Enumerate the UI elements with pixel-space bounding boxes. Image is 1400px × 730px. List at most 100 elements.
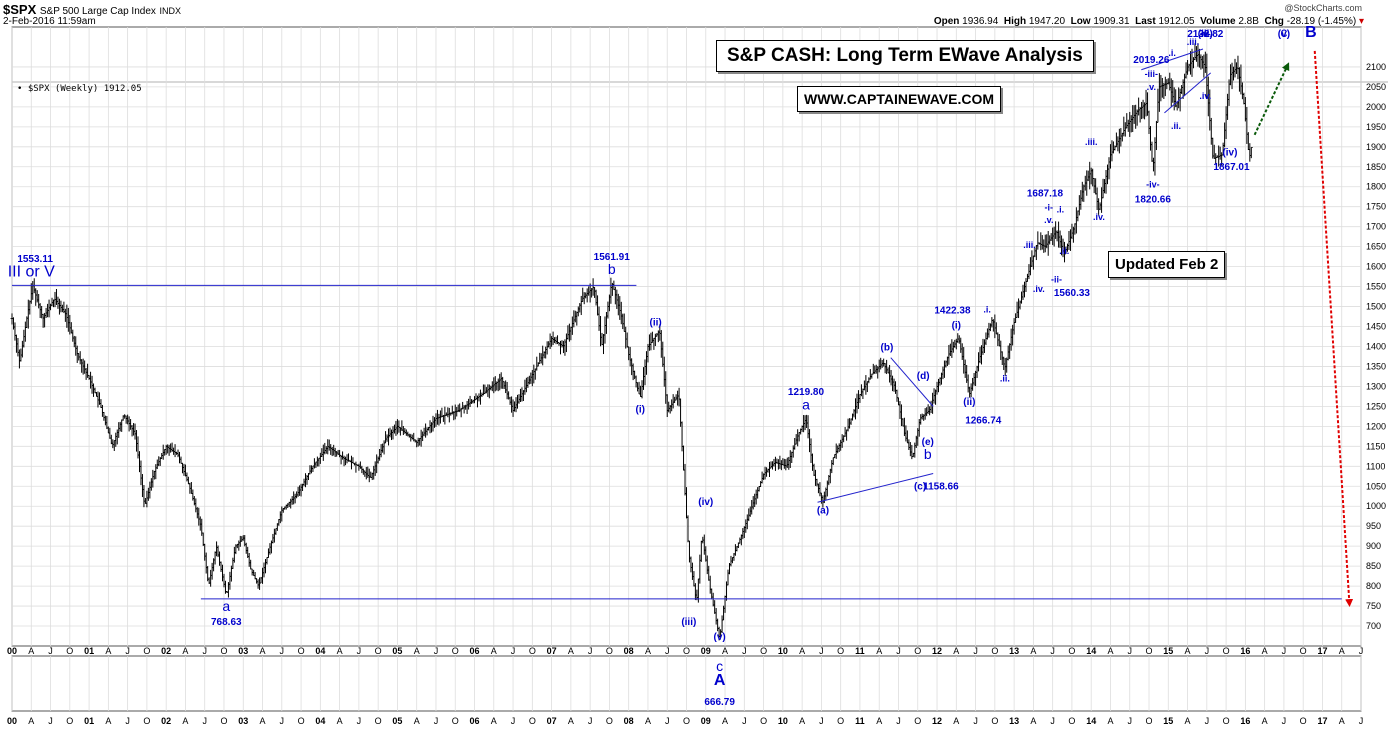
wave-label: .ii. bbox=[1059, 246, 1069, 256]
x-tick-label: J bbox=[896, 646, 901, 656]
x-tick-label: 15 bbox=[1163, 646, 1173, 656]
lower-x-tick-label: A bbox=[645, 716, 651, 726]
wave-label: (e) bbox=[922, 437, 934, 448]
lower-x-tick-label: A bbox=[1339, 716, 1345, 726]
wave-label: B bbox=[1305, 24, 1317, 41]
wedge-lower-line bbox=[1164, 72, 1212, 114]
analysis-title-box: S&P CASH: Long Term EWave Analysis bbox=[716, 40, 1094, 72]
wave-label: c bbox=[1280, 24, 1287, 40]
lower-x-tick-label: O bbox=[529, 716, 536, 726]
y-tick-label: 1750 bbox=[1366, 202, 1386, 212]
volume-value: 2.8B bbox=[1238, 16, 1259, 27]
y-tick-label: 1450 bbox=[1366, 322, 1386, 332]
x-tick-label: O bbox=[452, 646, 459, 656]
lower-x-tick-label: O bbox=[1068, 716, 1075, 726]
lower-x-tick-label: A bbox=[491, 716, 497, 726]
volume-label: Volume bbox=[1200, 16, 1236, 27]
lower-x-tick-label: J bbox=[973, 716, 978, 726]
wave-label: .i. bbox=[1057, 205, 1065, 215]
lower-x-tick-label: J bbox=[742, 716, 747, 726]
lower-x-tick-label: O bbox=[1300, 716, 1307, 726]
x-tick-label: O bbox=[683, 646, 690, 656]
wave-label: (iv) bbox=[1222, 148, 1237, 159]
x-tick-label: J bbox=[588, 646, 593, 656]
wave-label: (b) bbox=[881, 342, 894, 353]
lower-x-tick-label: O bbox=[914, 716, 921, 726]
y-tick-label: 1800 bbox=[1366, 182, 1386, 192]
x-tick-label: A bbox=[876, 646, 882, 656]
lower-x-tick-label: J bbox=[1050, 716, 1055, 726]
wave-label: -iv- bbox=[1146, 180, 1160, 190]
y-tick-label: 2050 bbox=[1366, 82, 1386, 92]
y-tick-label: 800 bbox=[1366, 581, 1381, 591]
x-tick-label: J bbox=[973, 646, 978, 656]
updated-box: Updated Feb 2 bbox=[1108, 251, 1226, 278]
y-tick-label: 1500 bbox=[1366, 302, 1386, 312]
y-tick-label: 900 bbox=[1366, 541, 1381, 551]
x-tick-label: A bbox=[722, 646, 728, 656]
x-tick-label: 13 bbox=[1009, 646, 1019, 656]
projection-up-arrow bbox=[1253, 62, 1290, 136]
x-tick-label: A bbox=[260, 646, 266, 656]
wave-label: 768.63 bbox=[211, 617, 242, 628]
wave-label: (ii) bbox=[963, 397, 975, 408]
x-tick-label: J bbox=[1050, 646, 1055, 656]
wave-label: a bbox=[222, 598, 230, 614]
lower-x-tick-label: O bbox=[143, 716, 150, 726]
x-tick-label: A bbox=[491, 646, 497, 656]
lower-x-tick-label: O bbox=[760, 716, 767, 726]
x-tick-label: J bbox=[665, 646, 670, 656]
wave-label: .ii. bbox=[1171, 121, 1181, 131]
wave-label: 1422.38 bbox=[934, 306, 971, 317]
x-tick-label: J bbox=[202, 646, 207, 656]
wave-label: 1820.66 bbox=[1135, 195, 1172, 206]
wave-label: .iii. bbox=[1023, 240, 1036, 250]
x-tick-label: O bbox=[1068, 646, 1075, 656]
lower-x-tick-label: O bbox=[1146, 716, 1153, 726]
x-tick-label: J bbox=[1205, 646, 1210, 656]
lower-x-tick-label: 09 bbox=[701, 716, 711, 726]
lower-x-tick-label: 11 bbox=[855, 716, 865, 726]
wave-label: (c) bbox=[914, 481, 926, 492]
y-tick-label: 1150 bbox=[1366, 441, 1385, 451]
lower-x-tick-label: A bbox=[1030, 716, 1036, 726]
wave-label: b bbox=[924, 446, 932, 462]
lower-x-tick-label: O bbox=[298, 716, 305, 726]
lower-x-tick-label: O bbox=[1223, 716, 1230, 726]
lower-x-tick-label: J bbox=[665, 716, 670, 726]
wave-label: 1867.01 bbox=[1213, 162, 1250, 173]
x-tick-label: 02 bbox=[161, 646, 171, 656]
ohlc-readout: Open 1936.94 High 1947.20 Low 1909.31 La… bbox=[934, 16, 1364, 27]
lower-x-tick-label: O bbox=[375, 716, 382, 726]
x-tick-label: 04 bbox=[315, 646, 325, 656]
x-tick-label: 07 bbox=[547, 646, 557, 656]
y-tick-label: 1400 bbox=[1366, 341, 1386, 351]
wave-label: III or V bbox=[8, 264, 55, 281]
x-tick-label: O bbox=[143, 646, 150, 656]
y-tick-label: 1550 bbox=[1366, 282, 1386, 292]
x-tick-label: 12 bbox=[932, 646, 942, 656]
wave-label: .i. bbox=[983, 305, 991, 315]
wave-label: .i. bbox=[1168, 48, 1176, 58]
wave-label: .iii. bbox=[1085, 137, 1098, 147]
lower-x-tick-label: A bbox=[876, 716, 882, 726]
lower-x-tick-label: J bbox=[357, 716, 362, 726]
lower-wave-label: c bbox=[716, 658, 723, 674]
x-tick-label: A bbox=[28, 646, 34, 656]
x-tick-label: A bbox=[953, 646, 959, 656]
lower-x-tick-label: A bbox=[260, 716, 266, 726]
wave-label: -v- bbox=[1200, 29, 1211, 39]
lower-x-tick-label: J bbox=[434, 716, 439, 726]
wave-label: (i) bbox=[952, 321, 961, 332]
lower-x-tick-label: 01 bbox=[84, 716, 94, 726]
y-tick-label: 2100 bbox=[1366, 62, 1386, 72]
lower-x-tick-label: O bbox=[837, 716, 844, 726]
x-tick-label: J bbox=[742, 646, 747, 656]
wave-label: (iv) bbox=[698, 497, 713, 508]
wave-label: (iii) bbox=[681, 617, 696, 628]
wave-label: -ii- bbox=[1051, 275, 1062, 285]
y-tick-label: 1900 bbox=[1366, 142, 1386, 152]
y-tick-label: 1200 bbox=[1366, 421, 1386, 431]
y-tick-label: 1100 bbox=[1366, 461, 1385, 471]
